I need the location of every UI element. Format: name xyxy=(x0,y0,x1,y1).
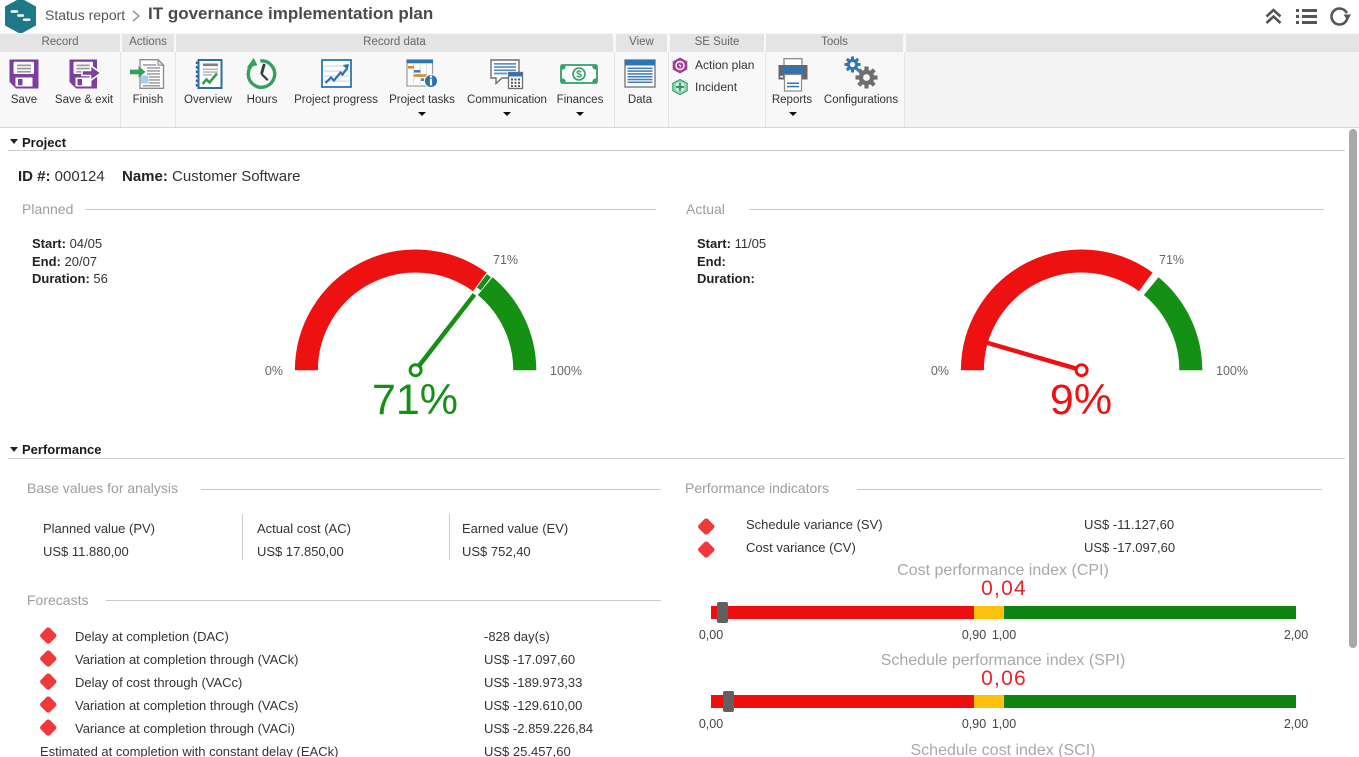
svg-text:$: $ xyxy=(576,69,582,81)
